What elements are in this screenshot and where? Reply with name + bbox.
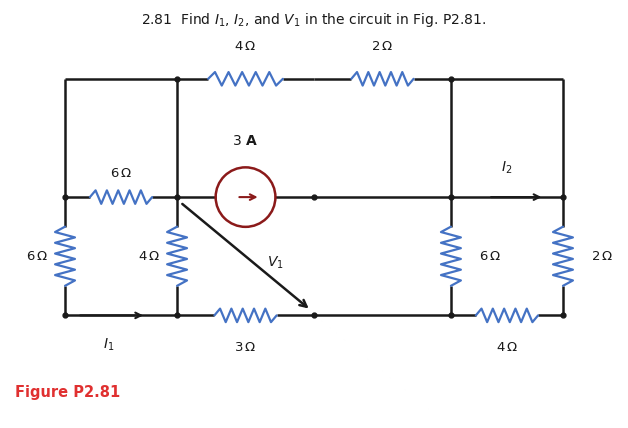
Text: $3$ A: $3$ A (232, 134, 259, 149)
Text: $4\,\Omega$: $4\,\Omega$ (234, 41, 257, 54)
Text: $2\,\Omega$: $2\,\Omega$ (371, 41, 394, 54)
Text: $V_1$: $V_1$ (268, 254, 284, 270)
Text: $6\,\Omega$: $6\,\Omega$ (26, 250, 48, 263)
Text: $4\,\Omega$: $4\,\Omega$ (138, 250, 160, 263)
Text: $6\,\Omega$: $6\,\Omega$ (479, 250, 501, 263)
Text: $I_2$: $I_2$ (501, 160, 512, 176)
Text: $6\,\Omega$: $6\,\Omega$ (110, 167, 132, 180)
Text: $3\,\Omega$: $3\,\Omega$ (234, 341, 257, 354)
Text: $4\,\Omega$: $4\,\Omega$ (496, 341, 518, 354)
Text: $I_1$: $I_1$ (103, 336, 114, 353)
Text: Figure P2.81: Figure P2.81 (15, 385, 121, 400)
Text: 2.81  Find $I_1$, $I_2$, and $V_1$ in the circuit in Fig. P2.81.: 2.81 Find $I_1$, $I_2$, and $V_1$ in the… (141, 11, 487, 29)
Text: $2\,\Omega$: $2\,\Omega$ (591, 250, 613, 263)
